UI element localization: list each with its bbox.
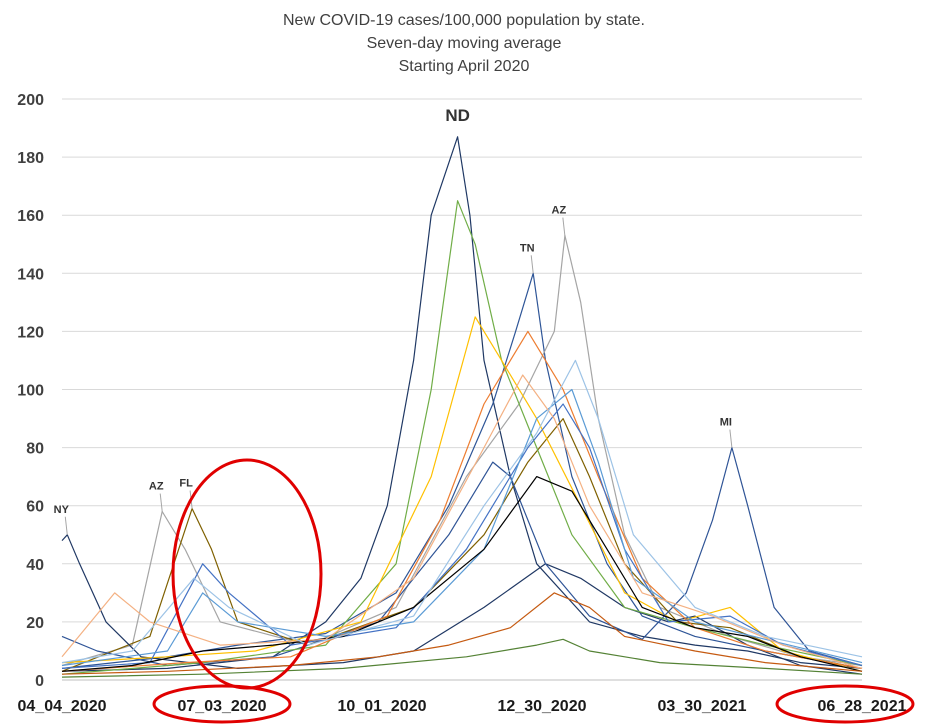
annotation-leader [530,255,534,274]
y-tick-label: 160 [17,208,44,225]
annotation-label: AZ [552,205,567,217]
series-line [61,638,863,678]
y-axis-tick-labels: 0 20 40 60 80 100 120 140 160 180 200 [17,92,44,690]
y-tick-label: 20 [26,615,44,632]
annotation-leader [729,429,733,448]
series-line [61,374,863,669]
series-line [61,330,863,672]
annotation-label: MI [720,417,732,429]
x-tick-label: 10_01_2020 [338,698,427,715]
series-line [61,534,863,675]
y-tick-label: 140 [17,266,44,283]
y-tick-label: 0 [35,673,44,690]
series-line [61,476,863,672]
chart-title-line-1: New COVID-19 cases/100,000 population by… [283,12,645,29]
x-axis-tick-labels: 04_04_2020 07_03_2020 10_01_2020 12_30_2020… [18,698,907,715]
y-tick-label: 60 [26,499,44,516]
chart-title-line-2: Seven-day moving average [366,35,562,52]
y-tick-label: 100 [17,383,44,400]
series-line [61,388,863,667]
series-lines [61,136,863,678]
series-line [61,234,863,667]
highlight-ellipse-tick [775,684,915,724]
x-tick-label: 03_30_2021 [658,698,747,715]
series-line [61,403,863,669]
annotations: NY AZ FL ND TN AZ MI [54,106,733,535]
annotation-label: TN [520,242,535,254]
highlight-ellipse-tick [152,684,292,724]
x-tick-label: 06_28_2021 [818,698,907,715]
y-tick-label: 180 [17,150,44,167]
series-line [61,136,863,672]
highlight-ellipses [152,458,915,724]
series-line [61,359,863,664]
annotation-leader [562,217,566,236]
y-tick-label: 200 [17,92,44,109]
x-tick-label: 12_30_2020 [498,698,587,715]
gridlines [62,98,862,681]
annotation-label: ND [445,106,470,125]
x-tick-label: 07_03_2020 [178,698,267,715]
series-line [61,592,863,675]
series-line [61,418,863,672]
annotation-leader [64,516,68,535]
annotation-label: FL [179,478,193,490]
x-tick-label: 04_04_2020 [18,698,107,715]
annotation-label: NY [54,504,70,516]
y-tick-label: 80 [26,441,44,458]
series-line [61,316,863,672]
y-tick-label: 40 [26,557,44,574]
annotation-label: AZ [149,481,164,493]
series-line [61,272,863,669]
annotation-leader [159,493,163,512]
chart-title-line-3: Starting April 2020 [398,58,530,75]
highlight-ellipse-summer-2020 [171,458,323,690]
y-tick-label: 120 [17,324,44,341]
